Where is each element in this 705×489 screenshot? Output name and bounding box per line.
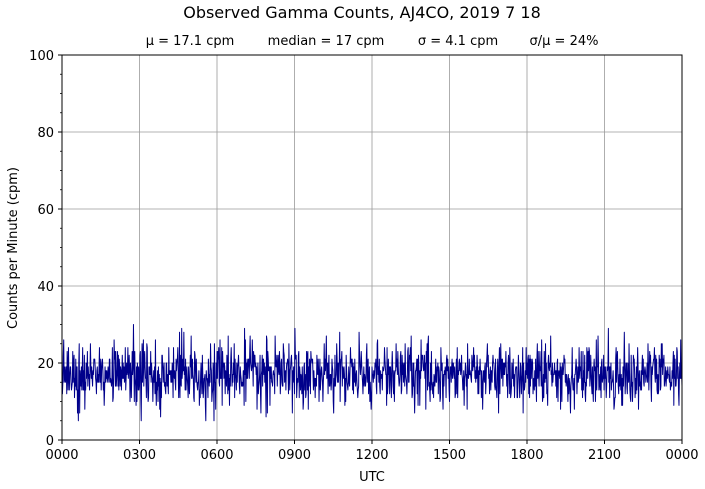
y-tick-label: 40 (37, 280, 54, 295)
series-line (61, 324, 683, 422)
y-tick-label: 60 (37, 203, 54, 218)
stat-cv: σ/μ = 24% (530, 34, 599, 49)
y-tick-label: 100 (29, 49, 54, 64)
stat-mean: μ = 17.1 cpm (146, 34, 235, 49)
y-axis-label: Counts per Minute (cpm) (6, 167, 21, 329)
x-tick-label: 1200 (355, 448, 388, 463)
y-tick-label: 80 (37, 126, 54, 141)
x-tick-label: 0600 (200, 448, 233, 463)
chart-title: Observed Gamma Counts, AJ4CO, 2019 7 18 (183, 3, 541, 22)
stat-median: median = 17 cpm (268, 34, 385, 49)
y-tick-label: 20 (37, 357, 54, 372)
stat-sigma: σ = 4.1 cpm (418, 34, 498, 49)
series-layer (61, 324, 683, 422)
y-tick-label: 0 (46, 434, 54, 449)
x-axis: 0000 0300 0600 0900 1200 1500 1800 2100 0000 (45, 440, 699, 463)
x-tick-label: 0300 (123, 448, 156, 463)
grid (62, 55, 682, 440)
x-tick-label: 1800 (510, 448, 543, 463)
y-axis: 0 20 40 60 80 100 (29, 49, 62, 449)
x-axis-label: UTC (359, 470, 385, 485)
x-tick-label: 0000 (665, 448, 698, 463)
x-tick-label: 1500 (433, 448, 466, 463)
x-tick-label: 0000 (45, 448, 78, 463)
x-tick-label: 2100 (588, 448, 621, 463)
x-tick-label: 0900 (278, 448, 311, 463)
